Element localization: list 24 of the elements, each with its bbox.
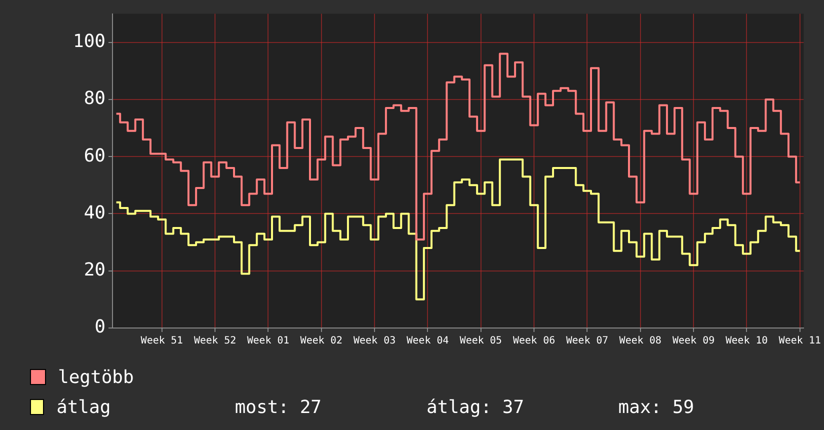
y-tick-label: 20 xyxy=(84,260,106,281)
x-tick-label: Week 01 xyxy=(247,336,290,347)
legend-label: legtöbb xyxy=(58,366,135,388)
x-tick-label: Week 02 xyxy=(300,336,342,347)
y-tick-label: 40 xyxy=(84,202,106,224)
y-tick-label: 80 xyxy=(84,88,106,110)
text: átlag: 37 xyxy=(426,396,526,418)
x-tick-label: Week 52 xyxy=(194,336,236,347)
text: most: 27 xyxy=(234,396,323,418)
x-tick-label: Week 05 xyxy=(460,336,502,347)
x-tick-label: Week 51 xyxy=(140,336,183,347)
x-tick-label: Week 07 xyxy=(566,336,608,347)
text: max: 59 xyxy=(618,396,696,418)
x-tick-label: Week 04 xyxy=(406,336,449,347)
x-tick-label: Week 10 xyxy=(726,336,768,347)
x-tick-label: Week 06 xyxy=(512,336,556,347)
x-tick-label: Week 09 xyxy=(672,336,715,347)
y-tick-label: 100 xyxy=(72,31,106,52)
x-tick-label: Week 03 xyxy=(353,336,396,347)
x-tick-label: Week 11 xyxy=(778,336,821,347)
y-tick-label: 60 xyxy=(84,145,106,166)
legend-label: átlag xyxy=(56,396,112,418)
x-tick-label: Week 08 xyxy=(619,336,662,347)
y-tick-label: 0 xyxy=(94,316,106,338)
